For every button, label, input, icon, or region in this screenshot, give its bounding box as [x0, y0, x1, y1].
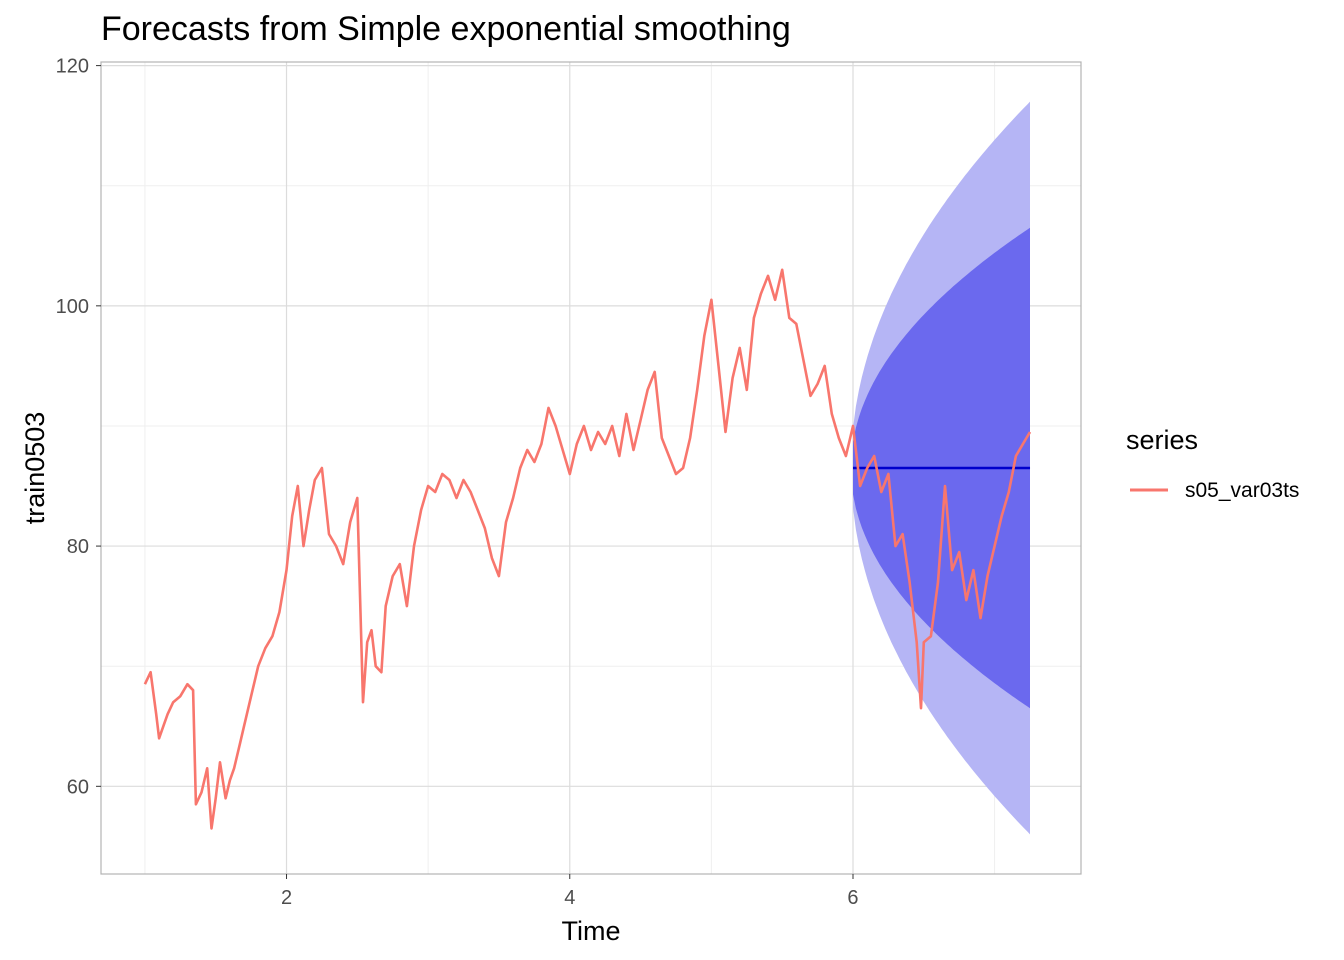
legend-title: series — [1126, 425, 1198, 455]
series-line-s05-var03ts — [143, 268, 1032, 830]
panel-border — [100, 61, 1082, 875]
x-axis: 2 4 6 — [281, 874, 859, 909]
y-tick-label: 120 — [56, 56, 89, 78]
y-tick-label: 80 — [67, 536, 89, 558]
y-axis-title: train0503 — [20, 412, 50, 525]
legend-label-s05-var03ts: s05_var03ts — [1185, 479, 1299, 502]
chart-title: Forecasts from Simple exponential smooth… — [101, 10, 791, 48]
x-tick-label: 4 — [564, 887, 575, 909]
y-axis: 60 80 100 120 — [56, 56, 101, 798]
x-tick-label: 2 — [281, 887, 292, 909]
x-tick-label: 6 — [847, 887, 858, 909]
y-tick-label: 60 — [67, 776, 89, 798]
legend: series s05_var03ts — [1126, 425, 1299, 502]
x-axis-title: Time — [562, 916, 621, 946]
y-tick-label: 100 — [56, 296, 89, 318]
